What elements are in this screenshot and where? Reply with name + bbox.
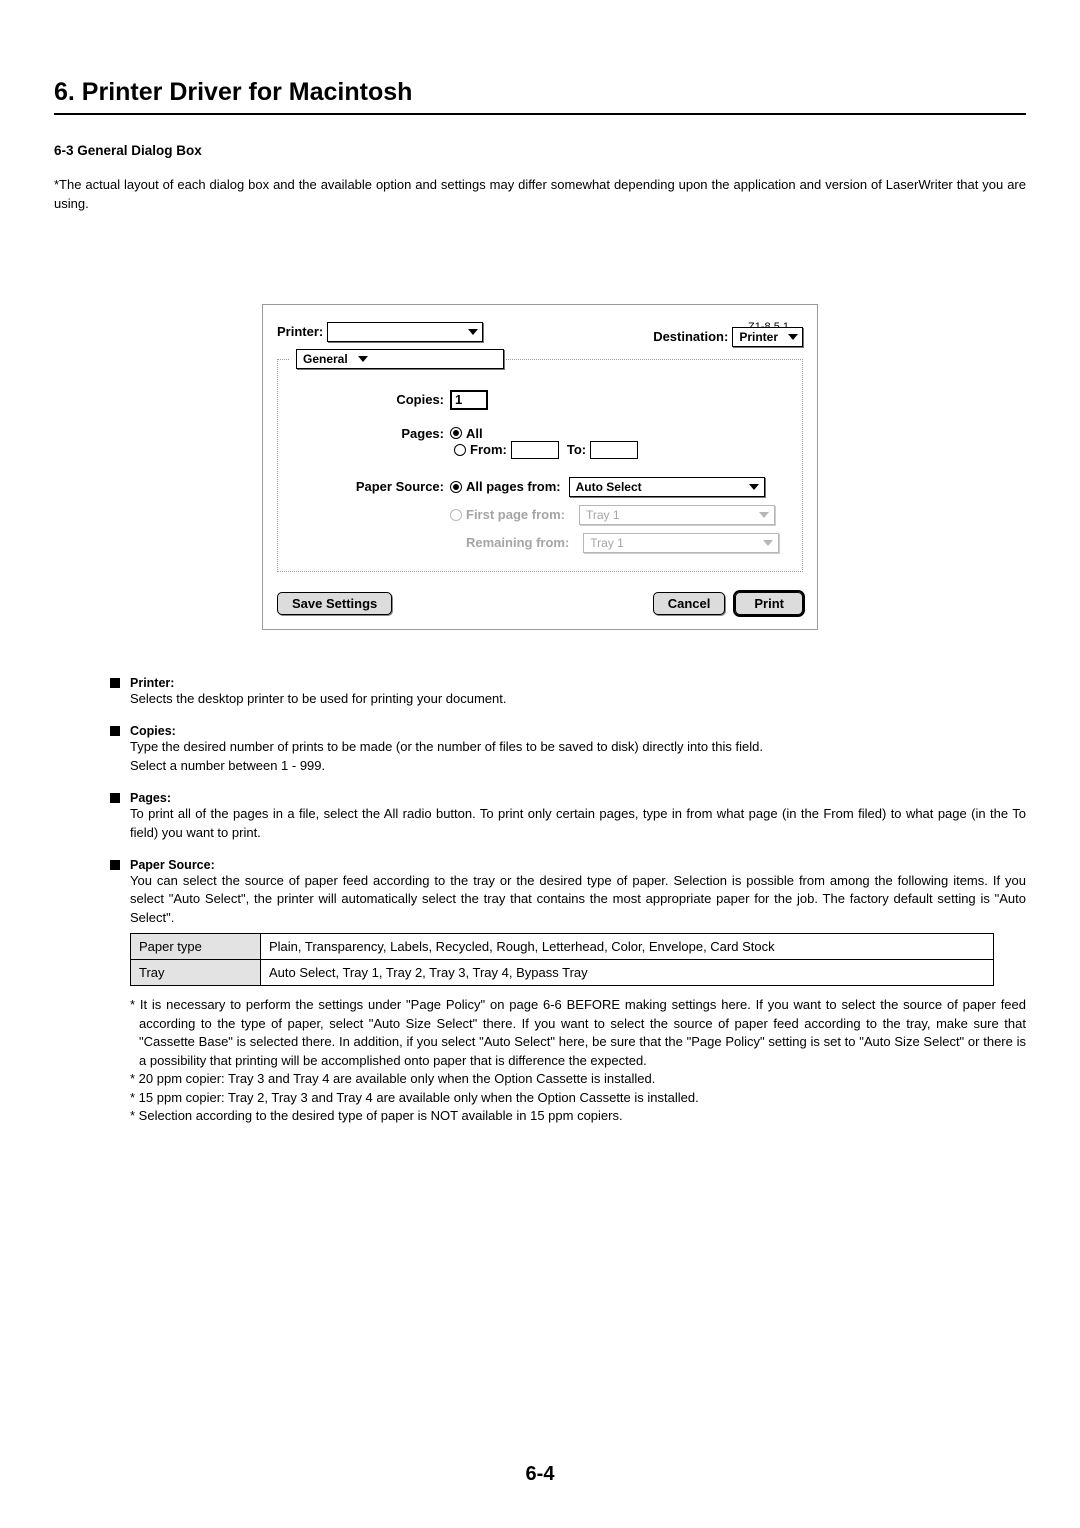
bullet-pages: Pages: To print all of the pages in a fi… bbox=[110, 791, 1026, 842]
paper-source-table: Paper type Plain, Transparency, Labels, … bbox=[130, 933, 994, 986]
table-row: Tray Auto Select, Tray 1, Tray 2, Tray 3… bbox=[131, 960, 994, 986]
bullet-paper-source: Paper Source: You can select the source … bbox=[110, 858, 1026, 927]
bullet-body: Type the desired number of prints to be … bbox=[130, 738, 1026, 775]
pages-to-label: To: bbox=[567, 442, 586, 457]
all-pages-label: All pages from: bbox=[466, 479, 561, 494]
pages-to-input[interactable] bbox=[590, 441, 638, 459]
remaining-from-value: Tray 1 bbox=[584, 536, 758, 550]
bullet-printer: Printer: Selects the desktop printer to … bbox=[110, 676, 1026, 708]
intro-paragraph: *The actual layout of each dialog box an… bbox=[54, 176, 1026, 214]
pages-all-radio[interactable] bbox=[450, 427, 462, 439]
table-cell-value: Auto Select, Tray 1, Tray 2, Tray 3, Tra… bbox=[261, 960, 994, 986]
chapter-title: 6. Printer Driver for Macintosh bbox=[54, 78, 1026, 107]
chevron-down-icon bbox=[754, 512, 774, 518]
bullet-title: Printer: bbox=[130, 676, 174, 690]
bullet-body-line: Type the desired number of prints to be … bbox=[130, 739, 763, 754]
square-bullet-icon bbox=[110, 726, 120, 736]
bullet-title: Copies: bbox=[130, 724, 176, 738]
footnote: * It is necessary to perform the setting… bbox=[130, 996, 1026, 1070]
pages-from-row: From: To: bbox=[454, 441, 790, 459]
dialog-top-row: Printer: Z1-8.5.1 Destination: Printer bbox=[277, 317, 803, 347]
destination-label: Destination: bbox=[653, 329, 728, 344]
all-pages-select-value: Auto Select bbox=[570, 480, 744, 494]
table-cell-key: Paper type bbox=[131, 934, 261, 960]
footnote: * Selection according to the desired typ… bbox=[130, 1107, 1026, 1125]
printer-select[interactable] bbox=[327, 322, 483, 342]
bullet-body: You can select the source of paper feed … bbox=[130, 872, 1026, 927]
all-pages-radio[interactable] bbox=[450, 481, 462, 493]
table-row: Paper type Plain, Transparency, Labels, … bbox=[131, 934, 994, 960]
copies-input[interactable]: 1 bbox=[450, 390, 488, 410]
first-page-select-value: Tray 1 bbox=[580, 508, 754, 522]
bullet-body: Selects the desktop printer to be used f… bbox=[130, 690, 1026, 708]
print-button[interactable]: Print bbox=[735, 592, 803, 615]
bullet-body: To print all of the pages in a file, sel… bbox=[130, 805, 1026, 842]
chevron-down-icon bbox=[784, 328, 802, 346]
panel-select-value: General bbox=[297, 352, 354, 366]
destination-select[interactable]: Printer bbox=[732, 327, 803, 347]
page-number: 6-4 bbox=[0, 1463, 1080, 1486]
description-list: Printer: Selects the desktop printer to … bbox=[54, 676, 1026, 1126]
square-bullet-icon bbox=[110, 860, 120, 870]
chevron-down-icon bbox=[354, 350, 372, 368]
remaining-from-label: Remaining from: bbox=[466, 535, 569, 550]
copies-row: Copies: 1 bbox=[290, 390, 790, 410]
bullet-copies: Copies: Type the desired number of print… bbox=[110, 724, 1026, 775]
remaining-from-select: Tray 1 bbox=[583, 533, 779, 553]
destination-value: Printer bbox=[733, 330, 784, 344]
first-page-label: First page from: bbox=[466, 507, 565, 522]
first-page-radio[interactable] bbox=[450, 509, 462, 521]
pages-all-label: All bbox=[466, 426, 483, 441]
panel-tab-selector: General bbox=[290, 349, 506, 369]
dialog-footer: Save Settings Cancel Print bbox=[277, 592, 803, 615]
subsection-heading: 6-3 General Dialog Box bbox=[54, 143, 1026, 158]
table-cell-value: Plain, Transparency, Labels, Recycled, R… bbox=[261, 934, 994, 960]
printer-label: Printer: bbox=[277, 324, 323, 339]
bullet-body-line: Select a number between 1 - 999. bbox=[130, 758, 325, 773]
paper-source-row-1: Paper Source: All pages from: Auto Selec… bbox=[290, 477, 790, 497]
pages-label: Pages: bbox=[290, 426, 450, 441]
bullet-title: Pages: bbox=[130, 791, 171, 805]
paper-source-row-3: Remaining from: Tray 1 bbox=[290, 533, 790, 553]
square-bullet-icon bbox=[110, 793, 120, 803]
pages-row: Pages: All bbox=[290, 426, 790, 441]
footnotes: * It is necessary to perform the setting… bbox=[130, 996, 1026, 1125]
footer-button-group: Cancel Print bbox=[653, 592, 803, 615]
dialog-panel: General Copies: 1 Pages: All From: To: bbox=[277, 359, 803, 572]
chevron-down-icon bbox=[758, 540, 778, 546]
square-bullet-icon bbox=[110, 678, 120, 688]
printer-selector-group: Printer: bbox=[277, 322, 483, 342]
title-rule bbox=[54, 113, 1026, 115]
footnote: * 15 ppm copier: Tray 2, Tray 3 and Tray… bbox=[130, 1089, 1026, 1107]
print-dialog: Printer: Z1-8.5.1 Destination: Printer G… bbox=[262, 304, 818, 630]
panel-select[interactable]: General bbox=[296, 349, 504, 369]
pages-from-radio[interactable] bbox=[454, 444, 466, 456]
all-pages-select[interactable]: Auto Select bbox=[569, 477, 765, 497]
first-page-select: Tray 1 bbox=[579, 505, 775, 525]
paper-source-row-2: First page from: Tray 1 bbox=[290, 505, 790, 525]
chevron-down-icon bbox=[744, 484, 764, 490]
pages-from-input[interactable] bbox=[511, 441, 559, 459]
save-settings-button[interactable]: Save Settings bbox=[277, 592, 392, 615]
destination-selector-group: Z1-8.5.1 Destination: Printer bbox=[653, 317, 803, 347]
footnote: * 20 ppm copier: Tray 3 and Tray 4 are a… bbox=[130, 1070, 1026, 1088]
bullet-title: Paper Source: bbox=[130, 858, 215, 872]
pages-from-label: From: bbox=[470, 442, 507, 457]
table-cell-key: Tray bbox=[131, 960, 261, 986]
cancel-button[interactable]: Cancel bbox=[653, 592, 726, 615]
paper-source-label: Paper Source: bbox=[290, 479, 450, 494]
chevron-down-icon bbox=[464, 323, 482, 341]
copies-label: Copies: bbox=[290, 392, 450, 407]
